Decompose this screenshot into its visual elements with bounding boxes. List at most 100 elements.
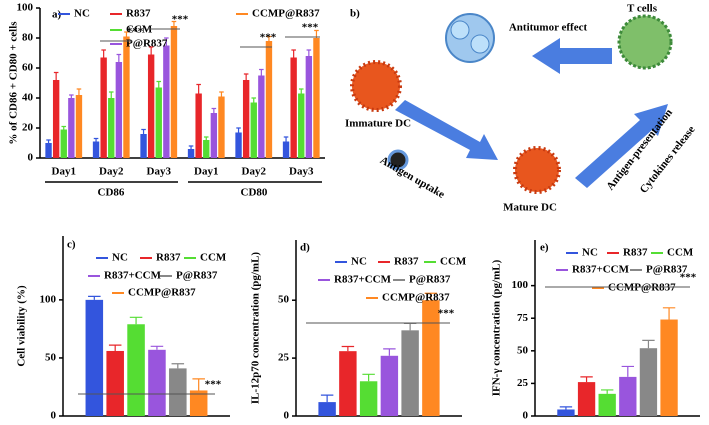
legend-label: NC <box>74 8 90 20</box>
y-tick-label: 100 <box>40 293 57 305</box>
annotation: *** <box>172 14 189 26</box>
y-tick-label: 0 <box>28 152 34 164</box>
bar <box>189 390 208 416</box>
bar <box>250 102 257 158</box>
error-bar <box>621 365 634 377</box>
bar <box>169 368 187 416</box>
bar <box>339 351 357 416</box>
t-cell <box>617 14 673 70</box>
annotation: *** <box>302 22 319 34</box>
error-bar <box>69 94 74 98</box>
bar <box>85 299 104 416</box>
legend-label: P@R837 <box>646 264 688 276</box>
label: Antigen uptake <box>378 154 447 201</box>
legend-label: P@R837 <box>176 270 218 282</box>
bar <box>380 355 399 416</box>
group-label: CD80 <box>241 187 268 199</box>
bar <box>305 56 313 158</box>
legend-label: R837+CCM <box>104 270 162 282</box>
annotation: *** <box>438 308 455 320</box>
bar <box>218 96 225 158</box>
legend-label: NC <box>112 252 128 264</box>
bar <box>577 382 596 416</box>
legend-label: NC <box>582 247 598 259</box>
bar <box>45 143 52 158</box>
x-tick-label: Day2 <box>242 166 267 178</box>
error-bar <box>93 137 99 142</box>
error-bar <box>424 292 438 301</box>
legend-label: CCMP@R837 <box>608 282 676 294</box>
bar <box>147 54 155 158</box>
bar <box>187 149 195 158</box>
bar <box>318 402 336 416</box>
y-tick-label: 0 <box>523 410 529 422</box>
legend-label: R837+CCM <box>334 274 392 286</box>
error-bar <box>298 88 304 94</box>
mature-dc <box>513 146 561 194</box>
y-tick-label: 50 <box>517 344 529 356</box>
y-tick-label: 80 <box>22 32 34 44</box>
y-tick-label: 60 <box>22 62 34 74</box>
error-bar <box>156 80 162 88</box>
bar <box>359 381 378 416</box>
error-bar <box>171 20 177 26</box>
bar <box>282 141 290 158</box>
y-tick-label: 100 <box>17 2 34 14</box>
nanoparticle <box>387 149 409 171</box>
legend-label: R837 <box>126 8 151 20</box>
bar <box>123 36 130 158</box>
y-axis-label: IFN-γ concentration (pg/mL) <box>491 259 503 396</box>
error-bar <box>141 128 146 134</box>
error-bar <box>101 49 106 58</box>
bar <box>639 348 658 416</box>
bar <box>127 324 145 416</box>
y-tick-label: 50 <box>278 294 290 306</box>
bar <box>170 26 178 158</box>
error-bar <box>291 49 296 58</box>
arrow <box>532 38 612 74</box>
error-bar <box>642 339 655 349</box>
y-tick-label: 20 <box>22 122 34 134</box>
legend-label: CCM <box>440 256 467 268</box>
bar <box>60 129 67 158</box>
panel-label: c) <box>67 239 76 251</box>
error-bar <box>219 91 224 97</box>
bar <box>422 300 440 416</box>
y-tick-label: 40 <box>22 92 34 104</box>
x-tick-label: Day1 <box>52 166 76 178</box>
y-tick-label: 25 <box>517 377 529 389</box>
error-bar <box>362 373 375 382</box>
bar <box>598 393 616 416</box>
bar <box>290 57 297 158</box>
error-bar <box>266 35 272 41</box>
annotation: *** <box>680 272 697 284</box>
legend-label: R837+CCM <box>572 264 630 276</box>
error-bar <box>196 83 201 94</box>
bar <box>163 45 170 158</box>
error-bar <box>559 406 573 410</box>
y-tick-label: 0 <box>51 410 57 422</box>
nanoparticle <box>470 34 490 54</box>
bar <box>557 409 575 416</box>
diagram: b) Antitumor effect T cells Immature DC … <box>345 3 698 214</box>
bar <box>195 93 202 158</box>
bar <box>92 141 100 158</box>
error-bar <box>320 394 334 403</box>
bar <box>313 38 320 158</box>
error-bar <box>662 307 676 320</box>
legend-label: P@R837 <box>409 274 451 286</box>
legend-label: NC <box>351 256 367 268</box>
y-axis-label: IL-12p70 concentration (pg/mL) <box>250 252 262 405</box>
panel-label: e) <box>540 242 549 254</box>
bar <box>265 41 273 158</box>
error-bar <box>259 68 264 76</box>
error-bar <box>243 73 249 80</box>
error-bar <box>76 88 82 95</box>
label: Mature DC <box>503 202 557 214</box>
error-bar <box>116 53 122 62</box>
bar <box>106 350 124 416</box>
bar <box>140 134 147 158</box>
error-bar <box>601 389 614 394</box>
error-bar <box>61 125 67 130</box>
y-tick-label: 100 <box>512 279 529 291</box>
